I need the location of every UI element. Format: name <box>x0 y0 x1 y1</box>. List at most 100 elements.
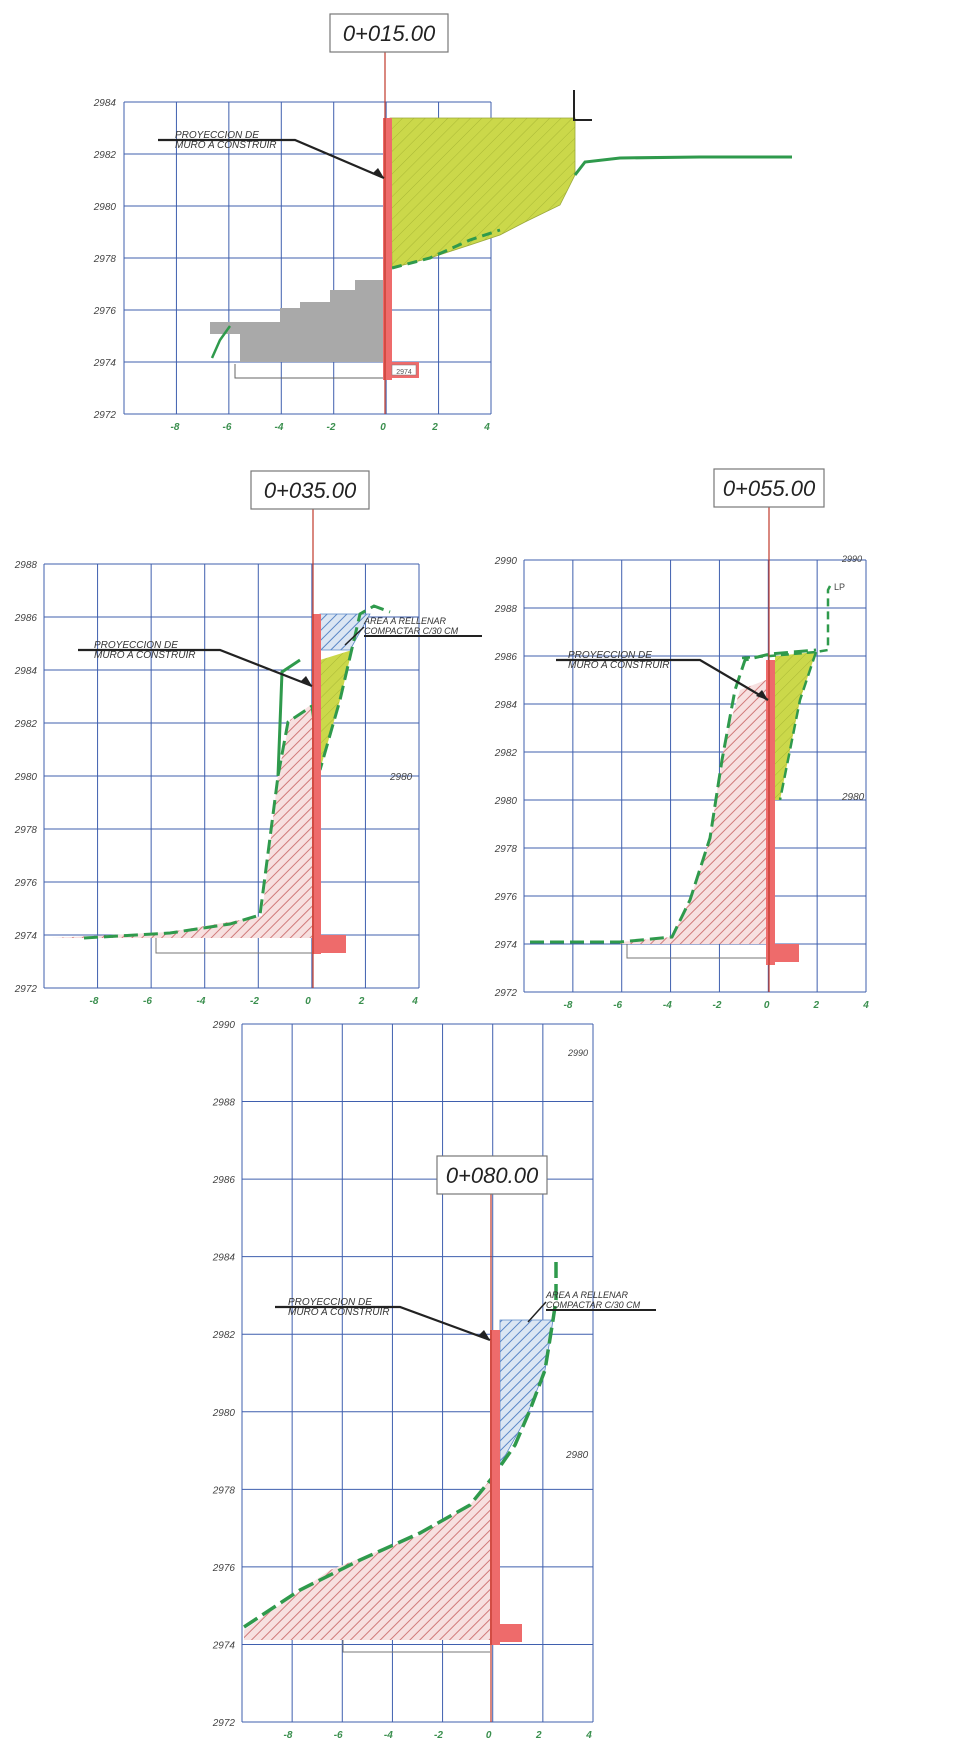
y-tick-label: 2982 <box>14 719 38 730</box>
wall-note-leader <box>158 138 385 180</box>
x-tick-label: -2 <box>713 1000 722 1011</box>
x-tick-label: 0 <box>486 1730 492 1741</box>
footing-outline <box>626 944 766 959</box>
y-tick-label: 2972 <box>494 988 518 999</box>
y-tick-label: 2986 <box>494 652 518 663</box>
x-tick-label: -6 <box>223 422 232 433</box>
wall-note-line2: MURO A CONSTRUIR <box>568 660 669 671</box>
y-tick-label: 2978 <box>14 825 38 836</box>
wall-note-line2: MURO A CONSTRUIR <box>94 650 195 661</box>
existing-structure-mass <box>210 280 385 362</box>
x-tick-label: -8 <box>564 1000 573 1011</box>
x-tick-label: -4 <box>663 1000 672 1011</box>
terrain-line <box>83 604 391 940</box>
wall-stem <box>383 118 392 380</box>
y-tick-label: 2974 <box>212 1640 236 1651</box>
y-tick-label: 2984 <box>494 700 518 711</box>
wall-stem <box>490 1330 500 1645</box>
y-tick-label: 2976 <box>93 306 117 317</box>
section-0-035: 2988 2986 2984 2982 2980 2978 2976 2974 2972 -8 -6… <box>14 470 482 1007</box>
wall-note-arrowhead <box>756 690 768 700</box>
y-tick-label: 2984 <box>14 666 38 677</box>
station-label: 0+055.00 <box>723 476 816 501</box>
terrain-solid <box>276 658 301 777</box>
fill-area-yellow <box>775 652 816 800</box>
y-tick-label: 2974 <box>494 940 518 951</box>
x-tick-label: -6 <box>613 1000 622 1011</box>
hatch-cut-red <box>620 680 766 944</box>
wall-footing <box>312 935 346 953</box>
y-tick-label: 2986 <box>14 613 38 624</box>
footing-outline <box>155 938 312 954</box>
x-tick-label: -8 <box>284 1730 293 1741</box>
y-tick-label: 2972 <box>212 1718 236 1729</box>
x-tick-label: -6 <box>334 1730 343 1741</box>
wall-note-line1: PROYECCION DE <box>288 1297 372 1308</box>
x-tick-label: 2 <box>358 996 365 1007</box>
station-box <box>436 1155 548 1195</box>
gray-block <box>280 308 310 316</box>
wall-note-line2: MURO A CONSTRUIR <box>175 140 276 151</box>
x-tick-label: -8 <box>90 996 99 1007</box>
y-tick-label: 2982 <box>494 748 518 759</box>
x-tick-label: 4 <box>411 996 418 1007</box>
x-tick-label: 4 <box>585 1730 592 1741</box>
x-tick-label: -2 <box>327 422 336 433</box>
hatch-fill-blue <box>499 1319 554 1467</box>
y-tick-label: 2976 <box>494 892 518 903</box>
station-label: 0+080.00 <box>446 1163 539 1188</box>
fill-note-line1: AREA A RELLENAR <box>363 616 447 626</box>
contour-label: 2980 <box>389 772 413 783</box>
footing-label-box <box>391 364 417 376</box>
station-box <box>250 470 370 510</box>
y-tick-label: 2984 <box>93 98 117 109</box>
y-tick-label: 2980 <box>93 202 117 213</box>
wall-note-arrowhead <box>478 1330 490 1340</box>
y-tick-label: 2988 <box>494 604 518 615</box>
wall-note-line1: PROYECCION DE <box>175 130 259 141</box>
x-tick-label: 4 <box>862 1000 869 1011</box>
fill-note-line2: COMPACTAR C/30 CM <box>546 1300 641 1310</box>
y-tick-label: 2978 <box>93 254 117 265</box>
terrain-left <box>210 325 232 359</box>
terrain-line <box>243 1262 558 1629</box>
gray-block <box>355 280 385 362</box>
x-tick-label: -8 <box>171 422 180 433</box>
wall-note-leader <box>556 658 769 701</box>
wall-note-line1: PROYECCION DE <box>94 640 178 651</box>
y-tick-label: 2988 <box>212 1098 236 1109</box>
fill-note-leader <box>344 626 365 646</box>
x-tick-label: -4 <box>275 422 284 433</box>
x-tick-label: 0 <box>764 1000 770 1011</box>
x-tick-label: 0 <box>305 996 311 1007</box>
y-tick-label: 2974 <box>14 931 38 942</box>
y-tick-label: 2974 <box>93 358 117 369</box>
y-tick-label: 2980 <box>14 772 38 783</box>
contour-label: 2980 <box>841 792 865 803</box>
y-tick-label: 2980 <box>494 796 518 807</box>
fill-note-line2: COMPACTAR C/30 CM <box>364 626 459 636</box>
y-tick-label: 2986 <box>212 1175 236 1186</box>
section-0-080: 2990 2988 2986 2984 2982 2980 2978 2976 2974 2972… <box>212 1020 656 1741</box>
lp-label: LP <box>834 582 845 592</box>
terrain-line <box>573 155 792 176</box>
x-tick-label: 2 <box>813 1000 820 1011</box>
fill-note-line1: AREA A RELLENAR <box>545 1290 629 1300</box>
wall-note-leader <box>275 1305 491 1342</box>
wall-footing <box>766 944 799 962</box>
wall-note-line1: PROYECCION DE <box>568 650 652 661</box>
wall-stem <box>766 660 775 965</box>
x-tick-label: -4 <box>384 1730 393 1741</box>
y-tick-label: 2990 <box>494 556 518 567</box>
x-tick-label: -2 <box>434 1730 443 1741</box>
y-tick-label: 2980 <box>212 1408 236 1419</box>
hatch-cut-red <box>244 1480 490 1640</box>
wall-note-arrowhead <box>300 676 312 686</box>
fill-area-yellow <box>389 117 576 269</box>
top-marker <box>573 90 592 121</box>
x-tick-label: 2 <box>431 422 438 433</box>
wall-stem <box>312 614 321 954</box>
wall-note-line2: MURO A CONSTRUIR <box>288 1307 389 1318</box>
fill-note-leader <box>527 1301 547 1323</box>
